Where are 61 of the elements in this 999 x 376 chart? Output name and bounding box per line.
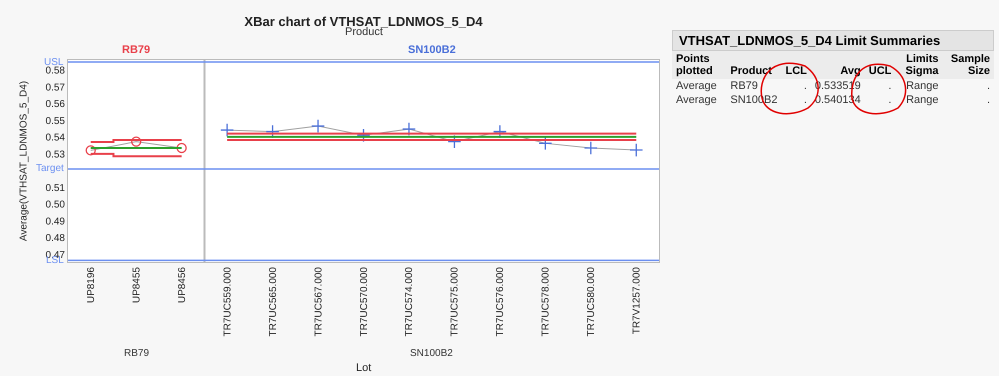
point xyxy=(86,145,96,156)
text: . xyxy=(986,93,991,107)
category-label: Sample Size xyxy=(942,51,994,79)
text: . xyxy=(887,93,892,107)
point xyxy=(538,136,552,150)
ref-line-label: Target xyxy=(36,163,64,174)
text: . xyxy=(986,79,991,93)
y-axis-title: Average(VTHSAT_LDNMOS_5_D4) xyxy=(18,80,30,242)
point xyxy=(447,134,462,149)
x-tick-label: TR7UC575.000 xyxy=(450,266,461,336)
point xyxy=(176,142,187,154)
text: . xyxy=(887,79,892,93)
point xyxy=(584,141,598,155)
category-label: UCL xyxy=(864,51,896,79)
y-tick-label: 0.58 xyxy=(46,66,66,77)
text: . xyxy=(802,79,808,93)
x-tick-label: TR7UC559.000 xyxy=(222,266,234,336)
y-tick-label: 0.48 xyxy=(46,233,66,244)
point xyxy=(402,122,416,136)
point xyxy=(356,128,370,142)
y-tick-label: 0.50 xyxy=(46,200,66,211)
category-label: LCL xyxy=(781,51,811,79)
text: RB79 xyxy=(124,348,150,359)
text: Average xyxy=(675,79,718,93)
text: VTHSAT_LDNMOS_5_D4 Limit Summaries xyxy=(672,30,994,51)
text: Average xyxy=(675,93,718,107)
text: SN100B2 xyxy=(408,44,456,56)
x-tick-label: TR7UC565.000 xyxy=(268,266,279,336)
point xyxy=(629,143,644,157)
x-tick-label: TR7UC567.000 xyxy=(313,266,324,336)
x-tick-label: UP8455 xyxy=(131,266,142,304)
category-label: Limits Sigma xyxy=(895,51,943,79)
x-tick-label: TR7UC576.000 xyxy=(495,266,506,336)
point xyxy=(220,123,234,138)
x-tick-label: TR7V1257.000 xyxy=(632,266,643,334)
text: Range xyxy=(905,79,940,93)
point xyxy=(311,119,325,133)
x-tick-label: TR7UC570.000 xyxy=(358,266,370,336)
x-tick-label: TR7UC580.000 xyxy=(586,266,598,336)
point xyxy=(131,136,142,147)
text: RB79 xyxy=(122,44,150,56)
y-tick-label: 0.51 xyxy=(46,182,66,194)
text: . xyxy=(802,93,808,107)
category-label: Points plotted xyxy=(672,51,726,79)
y-tick-label: 0.56 xyxy=(46,99,66,110)
y-tick-label: 0.55 xyxy=(46,116,66,127)
y-tick-label: 0.53 xyxy=(46,149,66,160)
x-tick-label: UP8456 xyxy=(176,266,188,304)
y-tick-label: 0.54 xyxy=(46,132,66,144)
ref-line-label: USL xyxy=(44,57,64,68)
point xyxy=(492,124,507,139)
text: Range xyxy=(905,93,940,107)
y-tick-label: 0.49 xyxy=(46,216,66,228)
point xyxy=(266,124,280,139)
x-tick-label: TR7UC578.000 xyxy=(540,266,552,336)
text: RB79 xyxy=(729,79,759,93)
x-tick-label: TR7UC574.000 xyxy=(404,266,416,336)
x-axis-title: Lot xyxy=(356,362,372,374)
x-tick-label: UP8196 xyxy=(86,266,97,304)
text: SN100B2 xyxy=(410,348,453,359)
y-tick-label: 0.57 xyxy=(46,82,66,94)
